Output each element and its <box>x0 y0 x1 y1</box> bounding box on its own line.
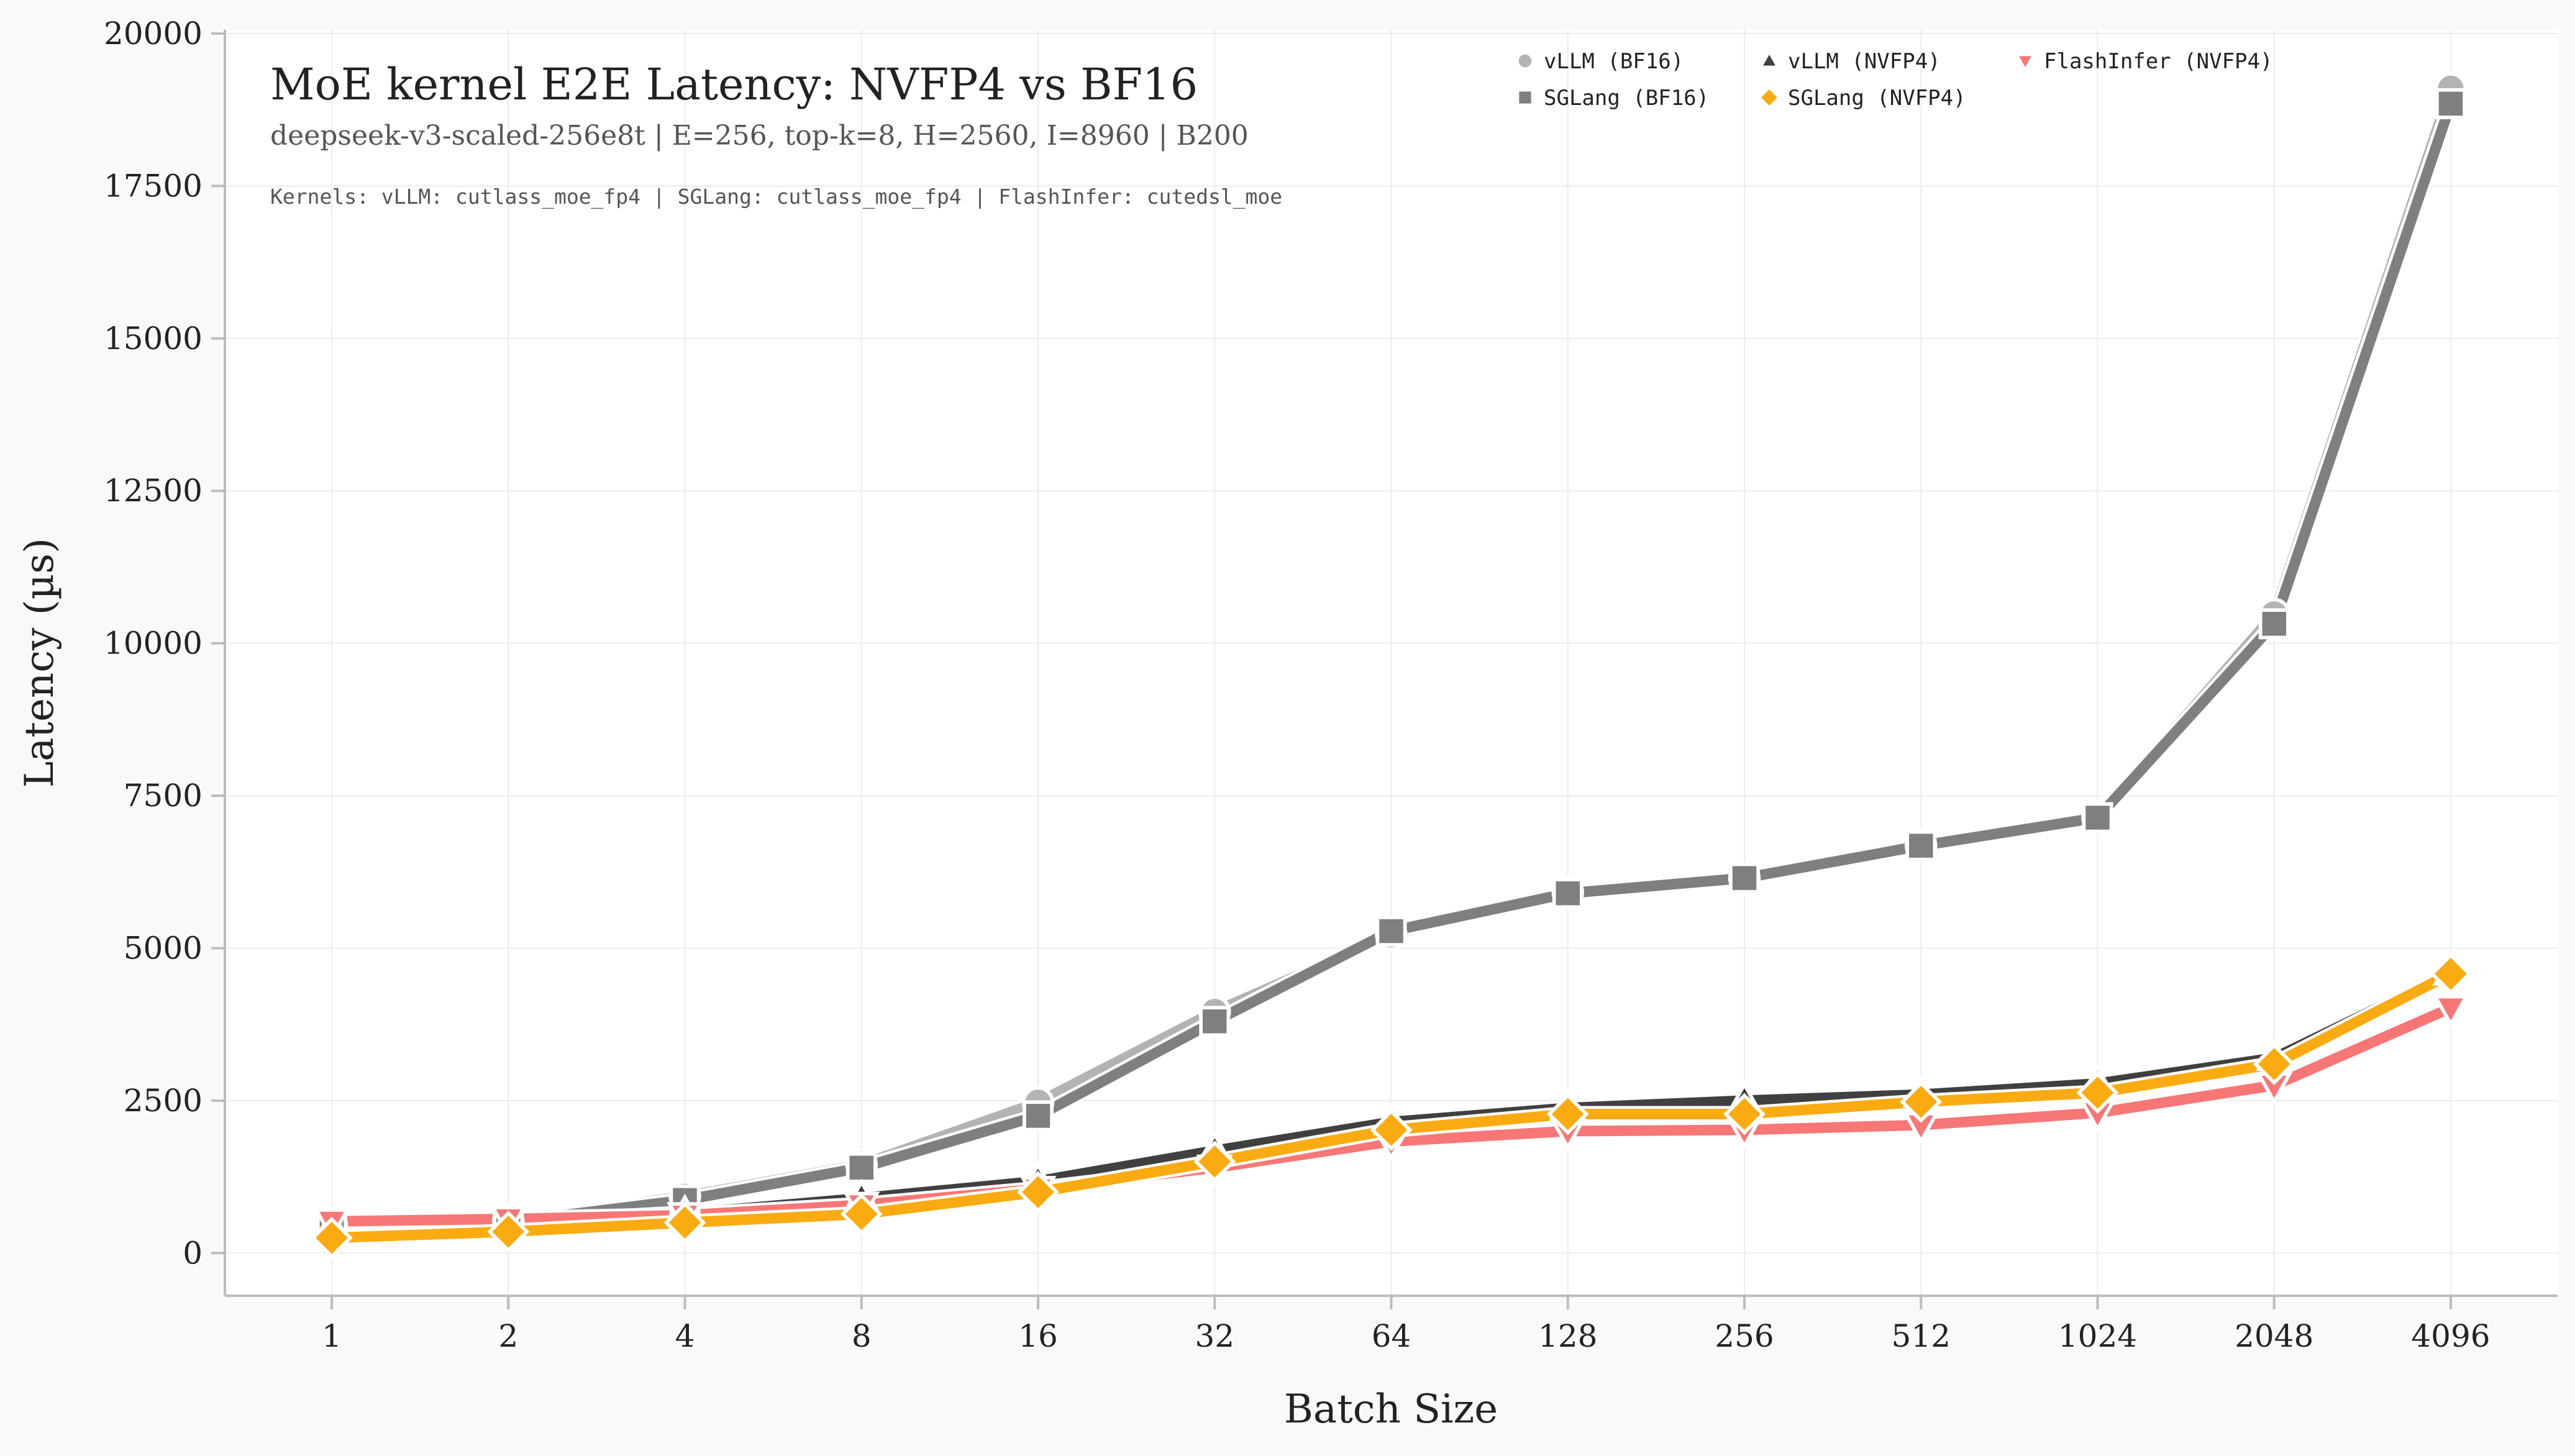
legend-item-sglang-nvfp4: SGLang (NVFP4) <box>1759 86 1966 111</box>
legend-label-flashinfer-nvfp4: FlashInfer (NVFP4) <box>2044 49 2272 74</box>
x-tick-label: 4096 <box>2411 1318 2490 1354</box>
x-axis-label: Batch Size <box>1284 1386 1498 1432</box>
point-sglang-bf16 <box>1729 862 1760 894</box>
point-sglang-bf16 <box>2082 802 2113 834</box>
chart-title: MoE kernel E2E Latency: NVFP4 vs BF16 <box>270 59 1198 110</box>
legend-item-flashinfer-nvfp4: FlashInfer (NVFP4) <box>2016 49 2272 74</box>
legend-marker-sglang-bf16 <box>1517 89 1533 106</box>
x-tick-label: 2 <box>498 1318 518 1354</box>
point-sglang-nvfp4 <box>2253 1043 2295 1085</box>
point-sglang-nvfp4 <box>487 1210 530 1253</box>
point-sglang-nvfp4 <box>2076 1072 2119 1114</box>
x-tick-label: 16 <box>1018 1318 1058 1354</box>
legend-marker-sglang-nvfp4 <box>1759 87 1780 108</box>
y-tick-label: 20000 <box>104 16 203 52</box>
legend: vLLM (BF16) vLLM (NVFP4) FlashInfer (NVFP4… <box>1516 49 2272 111</box>
legend-marker-vllm-nvfp4 <box>1760 51 1779 68</box>
y-tick-label: 5000 <box>124 930 203 966</box>
point-flashinfer-nvfp4 <box>2432 994 2469 1028</box>
x-tick-label: 1024 <box>2058 1318 2137 1354</box>
x-tick-label: 2048 <box>2235 1318 2313 1354</box>
x-tick-label: 128 <box>1538 1318 1597 1354</box>
x-tick-label: 64 <box>1372 1318 1411 1354</box>
legend-item-vllm-bf16: vLLM (BF16) <box>1516 49 1684 74</box>
x-tick-label: 256 <box>1715 1318 1774 1354</box>
point-sglang-bf16 <box>2435 88 2466 119</box>
point-sglang-bf16 <box>1199 1006 1231 1037</box>
legend-label-sglang-nvfp4: SGLang (NVFP4) <box>1788 86 1966 111</box>
legend-item-sglang-bf16: SGLang (BF16) <box>1517 86 1709 111</box>
y-tick-label: 0 <box>183 1235 203 1271</box>
point-sglang-bf16 <box>1552 878 1584 909</box>
point-sglang-nvfp4 <box>311 1216 353 1259</box>
point-sglang-nvfp4 <box>1546 1093 1589 1135</box>
x-tick-label: 8 <box>852 1318 872 1354</box>
y-tick-label: 15000 <box>104 321 203 357</box>
point-sglang-bf16 <box>1023 1100 1054 1132</box>
grid <box>225 30 2558 1296</box>
y-tick-label: 7500 <box>124 778 203 814</box>
point-sglang-nvfp4 <box>1017 1171 1059 1214</box>
point-sglang-bf16 <box>845 1152 877 1183</box>
y-ticks: 0 2500 5000 7500 10000 12500 15000 17500 20000 <box>104 16 225 1271</box>
kernels-annotation: Kernels: vLLM: cutlass_moe_fp4 | SGLang:… <box>270 184 1282 209</box>
x-ticks: 1 2 4 8 16 32 64 128 256 512 1024 2048 4096 <box>322 1296 2491 1354</box>
point-sglang-bf16 <box>2258 608 2290 640</box>
x-tick-label: 32 <box>1195 1318 1234 1354</box>
y-tick-label: 12500 <box>104 473 203 509</box>
point-sglang-nvfp4 <box>1193 1140 1236 1183</box>
legend-item-vllm-nvfp4: vLLM (NVFP4) <box>1760 49 1941 74</box>
y-tick-label: 17500 <box>104 168 203 204</box>
legend-marker-vllm-bf16 <box>1516 52 1534 70</box>
y-tick-label: 2500 <box>124 1083 203 1119</box>
series-markers <box>311 72 2472 1259</box>
point-sglang-nvfp4 <box>1723 1093 1766 1135</box>
x-tick-label: 512 <box>1892 1318 1951 1354</box>
legend-label-sglang-bf16: SGLang (BF16) <box>1544 86 1709 111</box>
point-sglang-nvfp4 <box>663 1201 706 1244</box>
legend-label-vllm-nvfp4: vLLM (NVFP4) <box>1788 49 1941 74</box>
point-sglang-nvfp4 <box>1900 1080 1943 1123</box>
point-sglang-nvfp4 <box>2430 952 2472 995</box>
y-tick-label: 10000 <box>104 626 203 662</box>
point-sglang-nvfp4 <box>1370 1109 1413 1151</box>
x-tick-label: 4 <box>675 1318 695 1354</box>
legend-marker-flashinfer-nvfp4 <box>2016 54 2035 71</box>
point-sglang-bf16 <box>1905 830 1937 862</box>
point-sglang-bf16 <box>1375 916 1407 947</box>
legend-label-vllm-bf16: vLLM (BF16) <box>1544 49 1684 74</box>
point-sglang-nvfp4 <box>840 1193 883 1235</box>
x-tick-label: 1 <box>322 1318 342 1354</box>
y-axis-label: Latency (µs) <box>17 538 63 788</box>
chart-subtitle: deepseek-v3-scaled-256e8t | E=256, top-k… <box>270 120 1249 152</box>
